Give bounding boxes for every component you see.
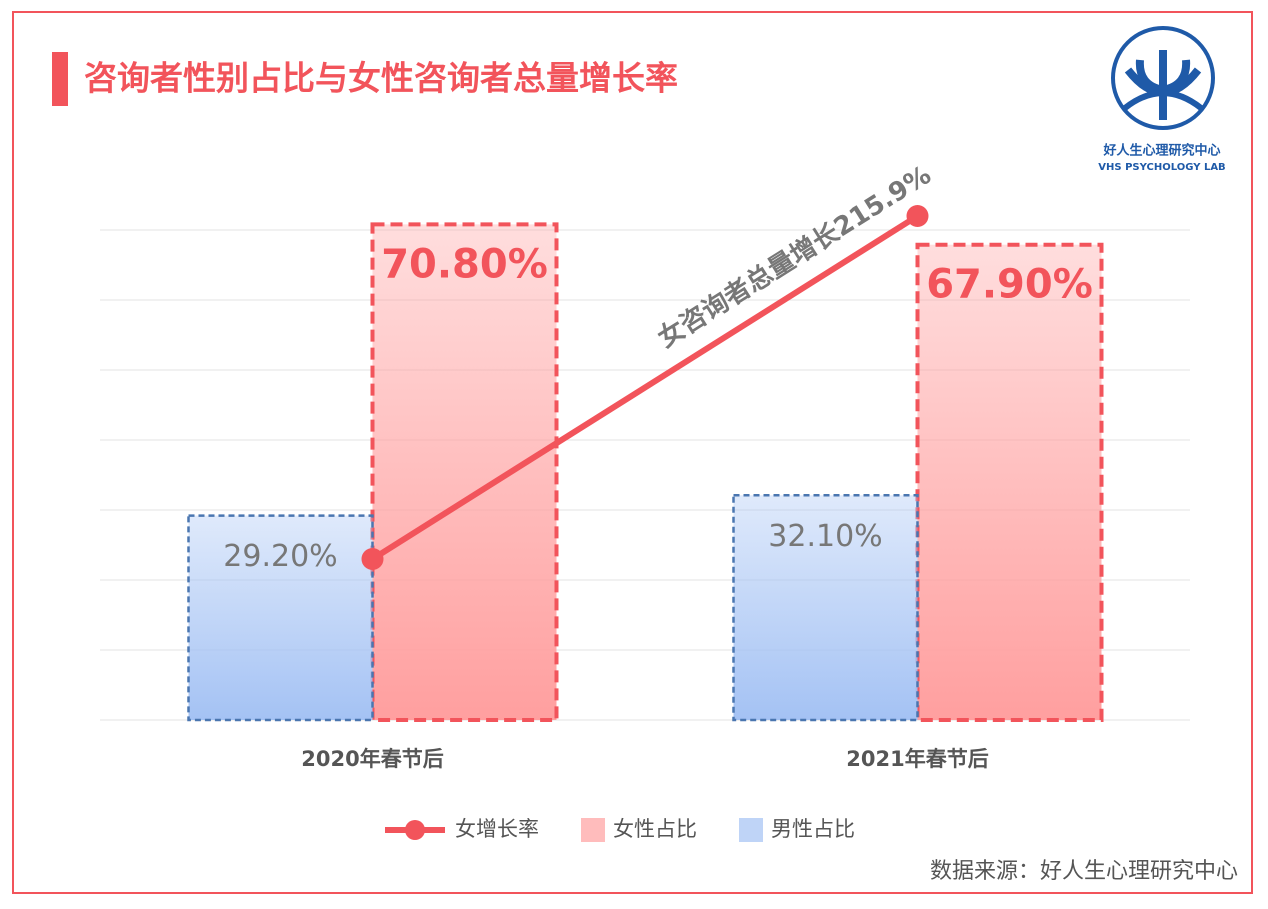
data-label: 70.80% [381, 241, 548, 287]
legend-swatch [581, 818, 605, 842]
legend-label: 男性占比 [771, 817, 855, 841]
data-label: 29.20% [223, 539, 337, 574]
line-point [361, 548, 384, 570]
chart-title: 咨询者性别占比与女性咨询者总量增长率 [84, 59, 678, 98]
legend-swatch [739, 818, 763, 842]
legend-label: 女性占比 [613, 817, 697, 841]
line-point [906, 205, 929, 227]
bar [370, 222, 559, 722]
logo-subname: VHS PSYCHOLOGY LAB [1098, 162, 1225, 173]
logo: 好人生心理研究中心 VHS PSYCHOLOGY LAB [1098, 26, 1226, 173]
legend-marker [405, 820, 425, 840]
logo-name: 好人生心理研究中心 [1102, 143, 1220, 159]
x-tick-label: 2020年春节后 [301, 747, 443, 771]
bar [187, 514, 374, 722]
data-label: 67.90% [926, 262, 1093, 308]
logo-base [1123, 90, 1203, 111]
source-note: 数据来源：好人生心理研究中心 [930, 859, 1238, 884]
legend-label: 女增长率 [455, 817, 539, 841]
bar [732, 494, 919, 722]
data-label: 32.10% [768, 519, 882, 554]
bar [915, 242, 1104, 722]
line [370, 213, 920, 562]
x-tick-label: 2021年春节后 [846, 747, 988, 771]
title-accent [52, 52, 68, 106]
